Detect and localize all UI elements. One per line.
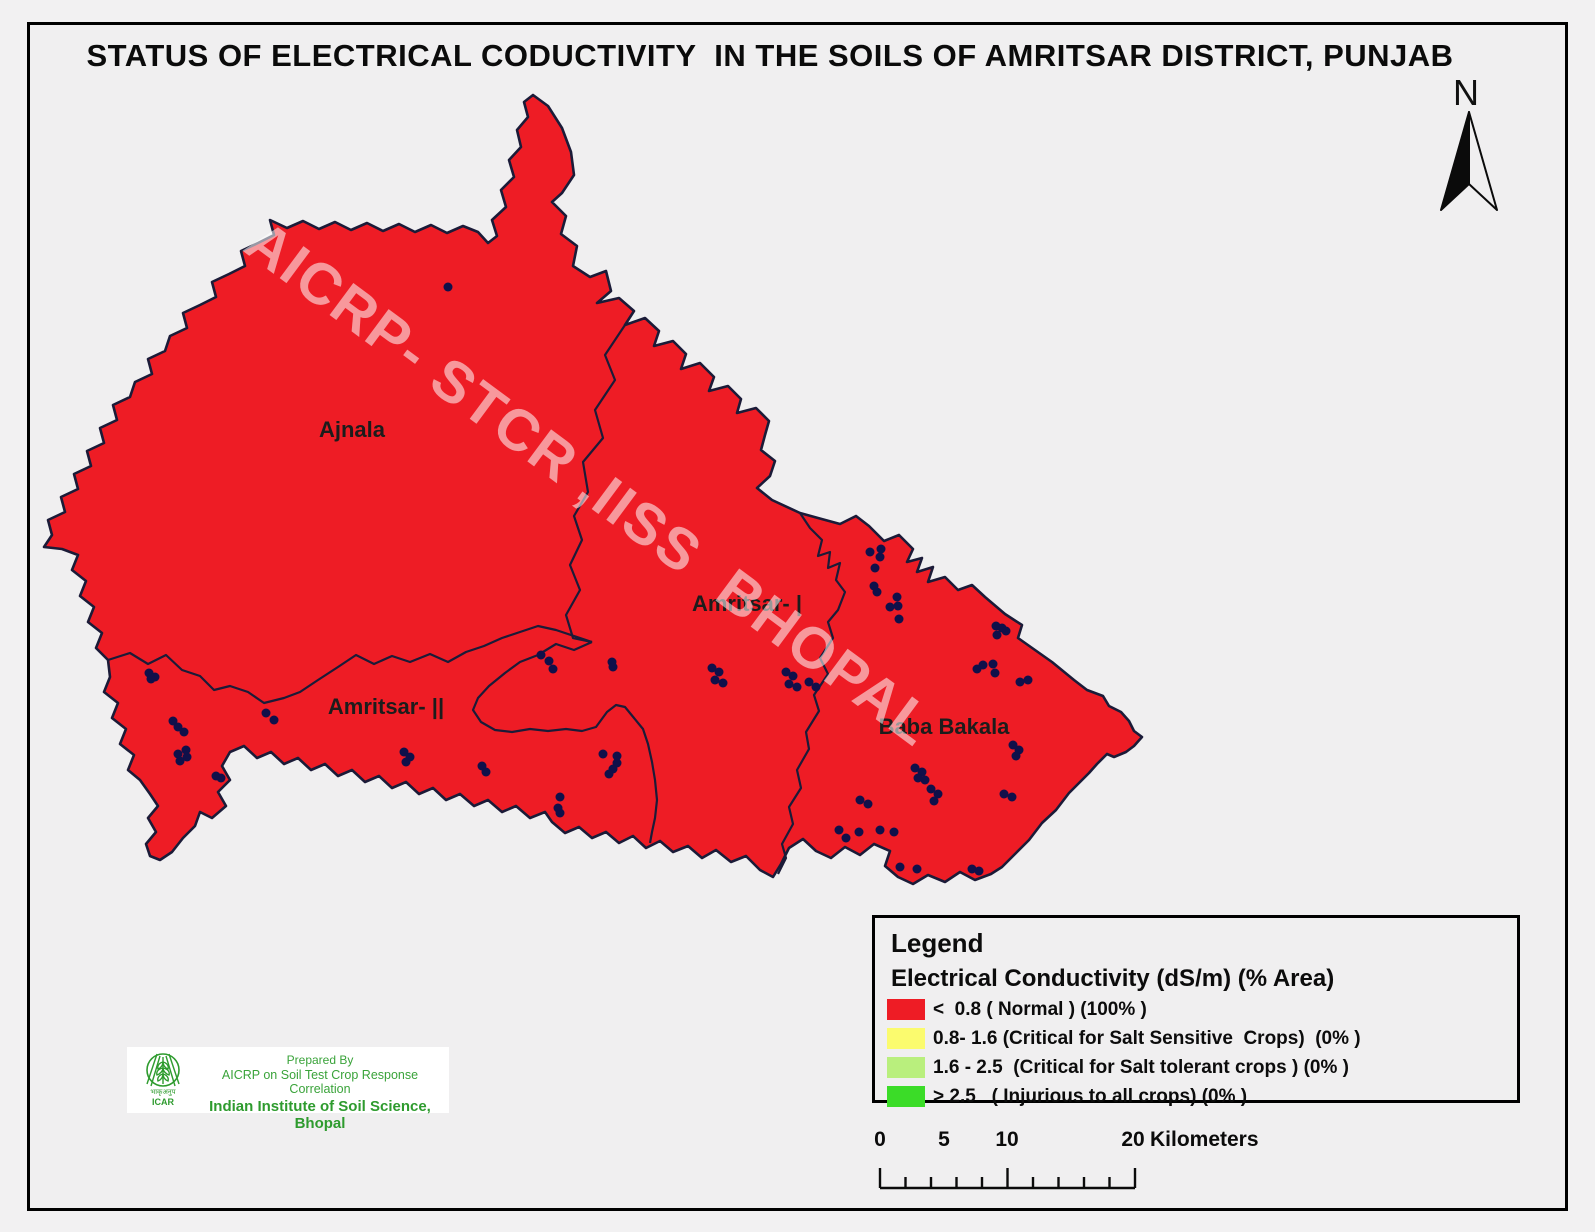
border-amritsar1-amritsar2-tongue: [471, 640, 659, 844]
legend-swatch-injurious: [887, 1086, 925, 1107]
legend-swatch-normal: [887, 999, 925, 1020]
legend-title: Legend: [891, 928, 984, 958]
legend-item: > 2.5 ( Injurious to all crops) (0% ): [887, 1084, 1517, 1109]
icar-wheat-icon: [146, 1053, 180, 1087]
scale-ruler: [878, 1168, 1137, 1190]
page-title: STATUS OF ELECTRICAL CODUCTIVITY IN THE …: [86, 38, 1454, 73]
border-ajnala-amritsar1: [564, 324, 626, 644]
legend-swatch-salt-tolerant: [887, 1057, 925, 1078]
district-outline: [42, 93, 1144, 886]
legend-box: Legend Electrical Conductivity (dS/m) (%…: [872, 915, 1520, 1107]
credit-box: भाकृअनुप ICAR Prepared By AICRP on Soil …: [127, 1047, 449, 1132]
legend-item: 0.8- 1.6 (Critical for Salt Sensitive Cr…: [887, 1026, 1517, 1051]
soil-sample-dots: [144, 282, 1033, 876]
legend-label-injurious: > 2.5 ( Injurious to all crops) (0% ): [933, 1085, 1248, 1107]
credit-line-3: Indian Institute of Soil Science, Bhopal: [209, 1098, 431, 1132]
border-amritsar1-baba-bakala: [777, 512, 847, 875]
legend-swatch-salt-sensitive: [887, 1028, 925, 1049]
legend-item: < 0.8 ( Normal ) (100% ): [887, 997, 1517, 1022]
scale-unit-label: Kilometers: [1150, 1128, 1259, 1151]
scale-tick-label-10: 10: [995, 1128, 1019, 1151]
credit-line-1: Prepared By: [286, 1053, 354, 1067]
scale-tick-label-20: 20: [1121, 1128, 1145, 1151]
legend-subtitle: Electrical Conductivity (dS/m) (% Area): [891, 965, 1335, 992]
legend-label-salt-tolerant: 1.6 - 2.5 (Critical for Salt tolerant cr…: [933, 1056, 1349, 1078]
scale-bar: 0 5 10 20 Kilometers: [868, 1128, 1318, 1198]
credit-line-2: AICRP on Soil Test Crop Response Correla…: [221, 1068, 419, 1096]
region-label-amritsar-1: Amritsar- |: [692, 591, 802, 616]
legend-label-salt-sensitive: 0.8- 1.6 (Critical for Salt Sensitive Cr…: [933, 1027, 1361, 1049]
icar-hindi-label: भाकृअनुप: [150, 1089, 176, 1096]
icar-label: ICAR: [152, 1097, 174, 1107]
scale-tick-label-5: 5: [938, 1128, 950, 1151]
north-arrow: N: [1425, 72, 1515, 217]
credit-text: Prepared By AICRP on Soil Test Crop Resp…: [195, 1051, 445, 1132]
region-label-ajnala: Ajnala: [319, 417, 386, 442]
region-label-amritsar-2: Amritsar- ||: [328, 694, 444, 719]
border-ajnala-amritsar2: [107, 624, 593, 705]
legend-item: 1.6 - 2.5 (Critical for Salt tolerant cr…: [887, 1055, 1517, 1080]
north-arrow-icon: [1440, 111, 1498, 211]
scale-tick-label-0: 0: [874, 1128, 886, 1151]
north-label: N: [1453, 72, 1479, 113]
legend-label-normal: < 0.8 ( Normal ) (100% ): [933, 998, 1147, 1020]
region-label-baba-bakala: Baba Bakala: [879, 714, 1011, 739]
icar-logo: भाकृअनुप ICAR: [133, 1050, 193, 1110]
